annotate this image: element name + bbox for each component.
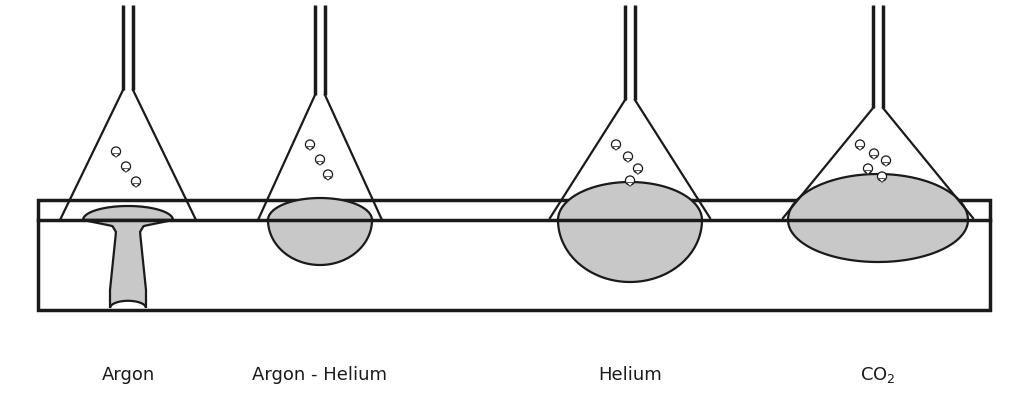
Polygon shape [879,179,885,182]
Polygon shape [857,146,863,150]
Polygon shape [307,146,313,150]
Circle shape [878,172,887,181]
Polygon shape [870,156,878,160]
Polygon shape [123,169,129,172]
Text: Argon - Helium: Argon - Helium [253,366,387,384]
Text: CO$_2$: CO$_2$ [860,365,896,385]
Polygon shape [83,206,173,308]
Polygon shape [625,158,631,162]
Circle shape [112,147,121,156]
Polygon shape [113,154,119,158]
Circle shape [626,176,635,185]
Polygon shape [612,146,620,150]
Polygon shape [788,174,968,262]
Polygon shape [635,171,641,174]
Circle shape [131,177,140,186]
Polygon shape [325,177,331,180]
Polygon shape [316,162,324,166]
Text: Argon: Argon [101,366,155,384]
Circle shape [611,140,621,149]
Circle shape [324,170,333,179]
Polygon shape [268,198,372,265]
Circle shape [855,140,864,149]
Polygon shape [627,183,633,186]
Circle shape [315,155,325,164]
Polygon shape [883,163,889,166]
Circle shape [122,162,130,171]
Circle shape [863,164,872,173]
Text: Helium: Helium [598,366,662,384]
Circle shape [634,164,642,173]
Circle shape [882,156,891,165]
Polygon shape [133,183,139,187]
Circle shape [305,140,314,149]
Circle shape [624,152,633,161]
Circle shape [869,149,879,158]
Polygon shape [865,171,871,174]
Polygon shape [558,182,702,282]
Bar [38,200,990,310]
